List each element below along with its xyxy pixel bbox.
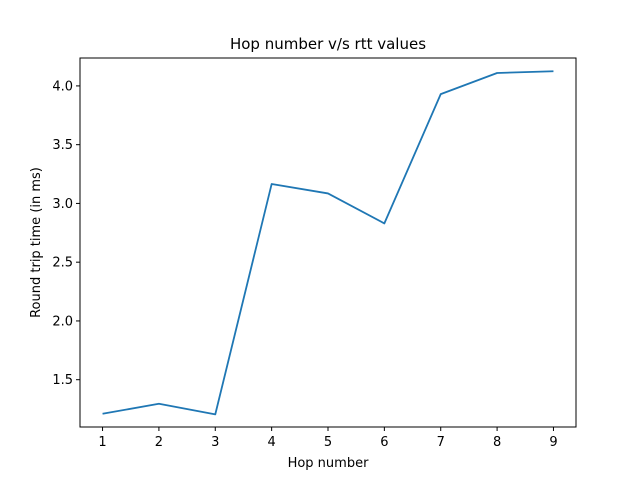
x-tick-label: 8 [493,435,501,450]
x-tick-label: 1 [98,435,106,450]
x-tick-label: 5 [324,435,332,450]
x-axis-ticks: 1 2 3 4 5 6 7 8 9 [98,427,558,450]
x-tick-label: 4 [267,435,275,450]
chart-title: Hop number v/s rtt values [230,35,426,53]
x-tick-label: 7 [437,435,445,450]
x-axis-label: Hop number [288,456,370,471]
y-tick-label: 3.0 [52,197,73,212]
y-tick-label: 1.5 [52,373,73,388]
axes-frame [79,57,577,428]
y-tick-label: 2.5 [52,256,73,271]
x-tick-label: 3 [211,435,219,450]
x-tick-label: 9 [549,435,557,450]
x-tick-label: 2 [155,435,163,450]
y-tick-label: 2.0 [52,314,73,329]
y-tick-label: 4.0 [52,79,73,94]
y-tick-label: 3.5 [52,138,73,153]
x-tick-label: 6 [380,435,388,450]
rtt-series-line [102,70,554,416]
plot-area [102,70,554,416]
y-axis-label: Round trip time (in ms) [29,167,44,318]
y-axis-ticks: 1.5 2.0 2.5 3.0 3.5 4.0 [52,79,80,388]
